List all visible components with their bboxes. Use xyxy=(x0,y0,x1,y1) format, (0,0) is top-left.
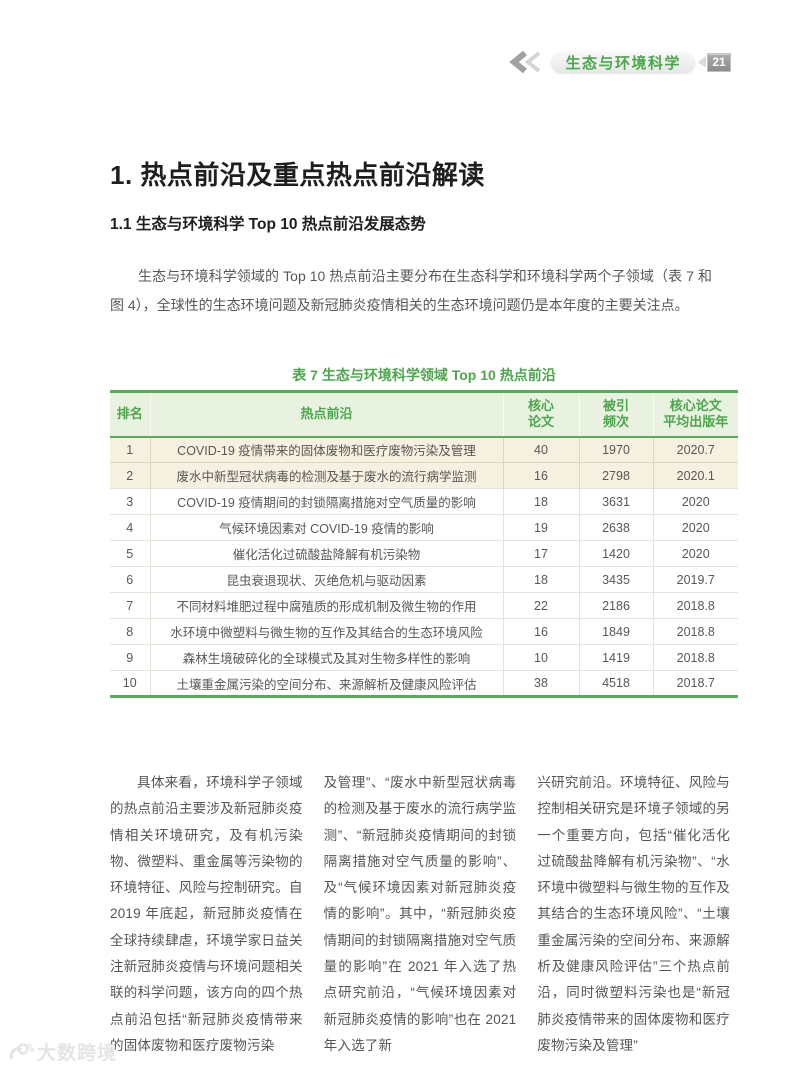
citations-cell: 3631 xyxy=(579,488,654,515)
topic-cell: 不同材料堆肥过程中腐殖质的形成机制及微生物的作用 xyxy=(150,592,504,619)
avg-year-cell: 2018.7 xyxy=(653,670,738,697)
topic-cell: 昆虫衰退现状、灭绝危机与驱动因素 xyxy=(150,566,504,593)
table-row: 5 催化活化过硫酸盐降解有机污染物 17 1420 2020 xyxy=(110,540,738,567)
table-row: 2 废水中新型冠状病毒的检测及基于废水的流行病学监测 16 2798 2020.… xyxy=(110,462,738,489)
column-header-rank: 排名 xyxy=(110,391,151,438)
table-header-row: 排名 热点前沿 核心 论文 被引 频次 核心论文 平均出版年 xyxy=(110,391,738,438)
watermark-text: 大数跨境 xyxy=(37,1043,118,1064)
table-body: 1 COVID-19 疫情带来的固体废物和医疗废物污染及管理 40 1970 2… xyxy=(110,436,738,697)
avg-year-cell: 2018.8 xyxy=(653,592,738,619)
avg-year-cell: 2019.7 xyxy=(653,566,738,593)
citations-cell: 1419 xyxy=(579,644,654,671)
page-number-badge: 21 xyxy=(707,52,731,72)
core-papers-cell: 18 xyxy=(503,566,580,593)
topic-cell: 气候环境因素对 COVID-19 疫情的影响 xyxy=(150,514,504,541)
hot-fronts-table: 排名 热点前沿 核心 论文 被引 频次 核心论文 平均出版年 1 COVID-1… xyxy=(110,390,738,698)
table-caption: 表 7 生态与环境科学领域 Top 10 热点前沿 xyxy=(292,367,556,383)
core-papers-cell: 18 xyxy=(503,488,580,515)
rank-cell: 2 xyxy=(110,462,151,489)
avg-year-cell: 2020 xyxy=(653,514,738,541)
citations-cell: 2638 xyxy=(579,514,654,541)
table-header: 排名 热点前沿 核心 论文 被引 频次 核心论文 平均出版年 xyxy=(110,391,738,438)
column-header-citations: 被引 频次 xyxy=(579,391,654,438)
table-row: 7 不同材料堆肥过程中腐殖质的形成机制及微生物的作用 22 2186 2018.… xyxy=(110,592,738,619)
body-text-columns: 具体来看，环境科学子领域的热点前沿主要涉及新冠肺炎疫情相关环境研究，及有机污染物… xyxy=(110,770,730,1059)
table-row: 9 森林生境破碎化的全球模式及其对生物多样性的影响 10 1419 2018.8 xyxy=(110,644,738,671)
citations-cell: 1420 xyxy=(579,540,654,567)
section-ribbon: 生态与环境科学 xyxy=(551,51,695,73)
avg-year-cell: 2020 xyxy=(653,488,738,515)
topic-cell: 废水中新型冠状病毒的检测及基于废水的流行病学监测 xyxy=(150,462,504,489)
core-papers-cell: 16 xyxy=(503,618,580,645)
avg-year-cell: 2018.8 xyxy=(653,644,738,671)
column-header-core-papers: 核心 论文 xyxy=(503,391,580,438)
table-row: 3 COVID-19 疫情期间的封锁隔离措施对空气质量的影响 18 3631 2… xyxy=(110,488,738,515)
citations-cell: 3435 xyxy=(579,566,654,593)
page-header: 生态与环境科学 21 xyxy=(505,50,731,74)
core-papers-cell: 17 xyxy=(503,540,580,567)
table-row: 6 昆虫衰退现状、灭绝危机与驱动因素 18 3435 2019.7 xyxy=(110,566,738,593)
section-title: 生态与环境科学 xyxy=(565,54,681,72)
table-row: 10 土壤重金属污染的空间分布、来源解析及健康风险评估 38 4518 2018… xyxy=(110,670,738,697)
body-column-2: 及管理”、“废水中新型冠状病毒的检测及基于废水的流行病学监测”、“新冠肺炎疫情期… xyxy=(323,775,517,1053)
core-papers-cell: 16 xyxy=(503,462,580,489)
avg-year-cell: 2018.8 xyxy=(653,618,738,645)
body-column-3: 兴研究前沿。环境特征、风险与控制相关研究是环境子领域的另一个重要方向，包括“催化… xyxy=(537,775,731,1053)
core-papers-cell: 19 xyxy=(503,514,580,541)
rank-cell: 8 xyxy=(110,618,151,645)
topic-cell: COVID-19 疫情带来的固体废物和医疗废物污染及管理 xyxy=(150,436,504,463)
topic-cell: 土壤重金属污染的空间分布、来源解析及健康风险评估 xyxy=(150,670,504,697)
citations-cell: 4518 xyxy=(579,670,654,697)
avg-year-cell: 2020.7 xyxy=(676,442,715,457)
rank-cell: 6 xyxy=(110,566,151,593)
rank-cell: 1 xyxy=(110,436,151,463)
topic-cell: 水环境中微塑料与微生物的互作及其结合的生态环境风险 xyxy=(150,618,504,645)
body-column-1: 具体来看，环境科学子领域的热点前沿主要涉及新冠肺炎疫情相关环境研究，及有机污染物… xyxy=(110,775,303,1053)
rank-cell: 3 xyxy=(110,488,151,515)
section-subtitle: 1.1 生态与环境科学 Top 10 热点前沿发展态势 xyxy=(110,216,426,233)
watermark-logo-icon xyxy=(9,1042,34,1059)
topic-cell: COVID-19 疫情期间的封锁隔离措施对空气质量的影响 xyxy=(150,488,504,515)
rank-cell: 4 xyxy=(110,514,151,541)
avg-year-cell: 2020 xyxy=(653,540,738,567)
table-row: 8 水环境中微塑料与微生物的互作及其结合的生态环境风险 16 1849 2018… xyxy=(110,618,738,645)
topic-cell: 催化活化过硫酸盐降解有机污染物 xyxy=(150,540,504,567)
rank-cell: 10 xyxy=(110,670,151,697)
citations-cell: 2798 xyxy=(579,462,654,489)
core-papers-cell: 22 xyxy=(503,592,580,619)
table-row: 1 COVID-19 疫情带来的固体废物和医疗废物污染及管理 40 1970 2… xyxy=(110,436,738,463)
topic-cell: 森林生境破碎化的全球模式及其对生物多样性的影响 xyxy=(150,644,504,671)
intro-paragraph: 生态与环境科学领域的 Top 10 热点前沿主要分布在生态科学和环境科学两个子领… xyxy=(110,268,712,313)
watermark: 大数跨境 xyxy=(8,1038,117,1065)
double-chevron-left-icon xyxy=(509,51,541,73)
citations-cell: 1849 xyxy=(579,618,654,645)
rank-cell: 7 xyxy=(110,592,151,619)
badge-arrow-icon xyxy=(698,56,706,68)
table-row: 4 气候环境因素对 COVID-19 疫情的影响 19 2638 2020 xyxy=(110,514,738,541)
citations-cell: 2186 xyxy=(579,592,654,619)
column-header-topic: 热点前沿 xyxy=(150,391,504,438)
core-papers-cell: 38 xyxy=(503,670,580,697)
core-papers-cell: 40 xyxy=(503,436,580,463)
avg-year-cell: 2020.1 xyxy=(653,462,738,489)
rank-cell: 9 xyxy=(110,644,151,671)
rank-cell: 5 xyxy=(110,540,151,567)
citations-cell: 1970 xyxy=(579,436,654,463)
core-papers-cell: 10 xyxy=(503,644,580,671)
column-header-avg-year: 核心论文 平均出版年 xyxy=(653,391,738,438)
page-title: 1. 热点前沿及重点热点前沿解读 xyxy=(110,160,485,190)
